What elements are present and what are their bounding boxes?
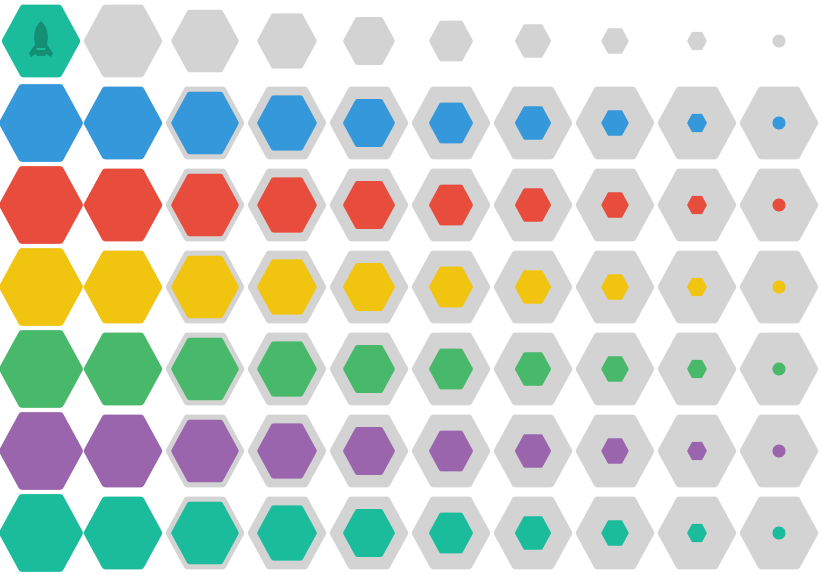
header-cell-3[interactable] bbox=[171, 9, 239, 73]
cell-yellow-10[interactable] bbox=[772, 280, 786, 294]
cell-teal-10[interactable] bbox=[772, 526, 786, 540]
cell-teal-4[interactable] bbox=[257, 505, 317, 561]
cell-blue-9[interactable] bbox=[687, 113, 707, 133]
cell-purple-9[interactable] bbox=[687, 441, 707, 461]
cell-green-2[interactable] bbox=[83, 332, 163, 406]
rocket-icon bbox=[29, 21, 53, 57]
header-cell-2[interactable] bbox=[83, 4, 163, 78]
header-cell-6[interactable] bbox=[429, 20, 473, 62]
cell-teal-5[interactable] bbox=[343, 509, 395, 557]
cell-blue-1[interactable] bbox=[0, 84, 83, 162]
cell-green-4[interactable] bbox=[257, 341, 317, 397]
header-cell-10[interactable] bbox=[772, 34, 786, 48]
cell-teal-3[interactable] bbox=[171, 501, 239, 565]
cell-blue-2[interactable] bbox=[83, 86, 163, 160]
cell-purple-1[interactable] bbox=[0, 412, 83, 490]
cell-red-6[interactable] bbox=[429, 184, 473, 226]
cell-yellow-4[interactable] bbox=[257, 259, 317, 315]
cell-yellow-5[interactable] bbox=[343, 263, 395, 311]
cell-teal-8[interactable] bbox=[601, 520, 629, 546]
cell-blue-5[interactable] bbox=[343, 99, 395, 147]
cell-blue-4[interactable] bbox=[257, 95, 317, 151]
cell-yellow-2[interactable] bbox=[83, 250, 163, 324]
cell-purple-4[interactable] bbox=[257, 423, 317, 479]
cell-purple-5[interactable] bbox=[343, 427, 395, 475]
cell-yellow-9[interactable] bbox=[687, 277, 707, 297]
cell-yellow-6[interactable] bbox=[429, 266, 473, 308]
cell-purple-8[interactable] bbox=[601, 438, 629, 464]
cell-red-8[interactable] bbox=[601, 192, 629, 218]
cell-blue-6[interactable] bbox=[429, 102, 473, 144]
cell-blue-8[interactable] bbox=[601, 110, 629, 136]
cell-red-5[interactable] bbox=[343, 181, 395, 229]
cell-red-3[interactable] bbox=[171, 173, 239, 237]
cell-yellow-3[interactable] bbox=[171, 255, 239, 319]
cell-green-7[interactable] bbox=[514, 352, 552, 386]
cell-red-2[interactable] bbox=[83, 168, 163, 242]
cell-red-10[interactable] bbox=[772, 198, 786, 212]
cell-teal-6[interactable] bbox=[429, 512, 473, 554]
cell-teal-1[interactable] bbox=[0, 494, 83, 572]
cell-blue-3[interactable] bbox=[171, 91, 239, 155]
cell-teal-9[interactable] bbox=[687, 523, 707, 543]
cell-purple-6[interactable] bbox=[429, 430, 473, 472]
cell-red-9[interactable] bbox=[687, 195, 707, 215]
cell-green-6[interactable] bbox=[429, 348, 473, 390]
cell-blue-10[interactable] bbox=[772, 116, 786, 130]
cell-green-8[interactable] bbox=[601, 356, 629, 382]
cell-green-1[interactable] bbox=[0, 330, 83, 408]
cell-red-7[interactable] bbox=[514, 188, 552, 222]
cell-yellow-1[interactable] bbox=[0, 248, 83, 326]
cell-purple-3[interactable] bbox=[171, 419, 239, 483]
cell-purple-10[interactable] bbox=[772, 444, 786, 458]
cell-blue-7[interactable] bbox=[514, 106, 552, 140]
cell-red-4[interactable] bbox=[257, 177, 317, 233]
cell-purple-2[interactable] bbox=[83, 414, 163, 488]
header-cell-4[interactable] bbox=[257, 13, 317, 69]
cell-red-1[interactable] bbox=[0, 166, 83, 244]
cell-yellow-8[interactable] bbox=[601, 274, 629, 300]
cell-purple-7[interactable] bbox=[514, 434, 552, 468]
header-cell-7[interactable] bbox=[514, 24, 552, 58]
header-cell-5[interactable] bbox=[343, 17, 395, 65]
cell-teal-7[interactable] bbox=[514, 516, 552, 550]
cell-yellow-7[interactable] bbox=[514, 270, 552, 304]
cell-green-10[interactable] bbox=[772, 362, 786, 376]
header-cell-9[interactable] bbox=[687, 31, 707, 51]
header-cell-8[interactable] bbox=[601, 28, 629, 54]
cell-green-3[interactable] bbox=[171, 337, 239, 401]
cell-teal-2[interactable] bbox=[83, 496, 163, 570]
cell-green-5[interactable] bbox=[343, 345, 395, 393]
cell-green-9[interactable] bbox=[687, 359, 707, 379]
